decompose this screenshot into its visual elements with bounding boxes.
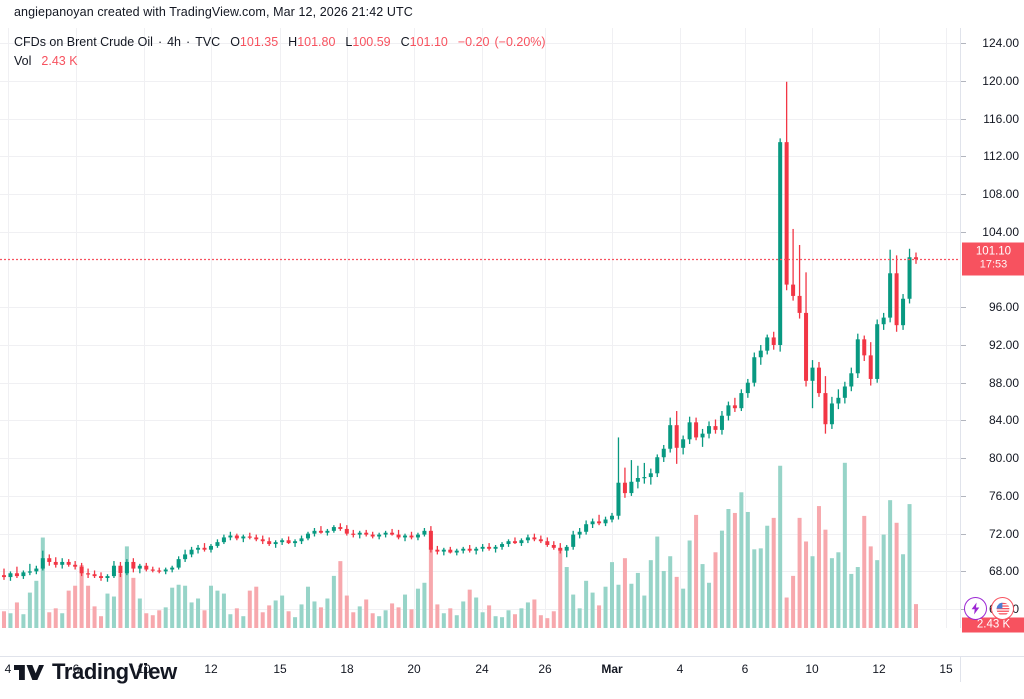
price-tick-mark (961, 609, 966, 610)
time-tick-label: 4 (676, 662, 684, 676)
price-tick-mark (961, 81, 966, 82)
price-tick-label: 72.00 (988, 526, 1019, 541)
time-tick-label: 26 (538, 662, 552, 676)
price-tick-mark (961, 496, 966, 497)
price-tick-label: 68.00 (988, 564, 1019, 579)
price-tick-mark (961, 420, 966, 421)
price-tick-mark (961, 156, 966, 157)
volume-badge[interactable]: 2.43 K (962, 617, 1024, 633)
time-tick-label: Mar (601, 662, 623, 676)
legend-low-value: 100.59 (352, 35, 391, 49)
time-tick-label: 20 (407, 662, 421, 676)
price-tick-label: 112.00 (983, 149, 1019, 164)
time-tick-label: 15 (939, 662, 953, 676)
legend-high-label: H (288, 35, 298, 49)
price-tick-label: 76.00 (988, 488, 1019, 503)
legend-volume-value: 2.43 K (41, 54, 78, 68)
time-tick-label: 12 (204, 662, 218, 676)
time-tick-label: 12 (872, 662, 886, 676)
price-tick-label: 84.00 (988, 413, 1019, 428)
legend-separator-1: · (157, 35, 163, 49)
chart-legend: CFDs on Brent Crude Oil · 4h · TVC O101.35 H10… (14, 34, 546, 70)
legend-close-value: 101.10 (409, 35, 448, 49)
price-tick-label: 104.00 (982, 224, 1019, 239)
price-tick-label: 124.00 (982, 36, 1019, 51)
corner-badges (964, 597, 1014, 620)
time-tick-label: 15 (273, 662, 287, 676)
time-tick-label: 10 (137, 662, 151, 676)
time-tick-label: 24 (475, 662, 489, 676)
price-tick-label: 80.00 (988, 451, 1019, 466)
legend-exchange: TVC (195, 35, 221, 49)
time-tick-label: 6 (741, 662, 749, 676)
current-price-value: 101.10 (975, 245, 1012, 258)
price-tick-mark (961, 43, 966, 44)
lightning-icon (971, 602, 980, 615)
time-tick-label: 10 (805, 662, 819, 676)
price-tick-mark (961, 458, 966, 459)
price-tick-mark (961, 232, 966, 233)
price-tick-mark (961, 119, 966, 120)
legend-low-label: L (345, 35, 353, 49)
price-tick-mark (961, 307, 966, 308)
footer-brand: TradingView (52, 659, 177, 684)
legend-volume-label: Vol (14, 54, 32, 68)
price-tick-label: 108.00 (982, 187, 1019, 202)
lightning-badge[interactable] (964, 597, 987, 620)
legend-close-label: C (400, 35, 410, 49)
price-tick-mark (961, 383, 966, 384)
price-tick-label: 116.00 (983, 111, 1019, 126)
price-tick-mark (961, 571, 966, 572)
time-tick-label: 4 (4, 662, 12, 676)
footer: TradingView (14, 659, 177, 685)
time-axis-corner (960, 656, 1024, 682)
tradingview-logo (14, 664, 44, 680)
attribution-text: angiepanoyan created with TradingView.co… (14, 5, 413, 19)
us-flag-badge[interactable] (991, 597, 1014, 620)
current-price-line (0, 258, 960, 261)
current-price-badge[interactable]: 101.10 17:53 (962, 242, 1024, 276)
price-tick-label: 92.00 (988, 337, 1019, 352)
price-axis[interactable]: 124.00 120.00 116.00 112.00 108.00 104.00 96.0… (960, 28, 1024, 633)
legend-change: −0.20 (457, 35, 490, 49)
price-tick-label: 120.00 (982, 73, 1019, 88)
legend-open-value: 101.35 (239, 35, 279, 49)
us-flag-icon (996, 602, 1009, 615)
legend-interval[interactable]: 4h (167, 35, 182, 49)
legend-change-percent: (−0.20%) (494, 35, 546, 49)
legend-symbol[interactable]: CFDs on Brent Crude Oil (14, 35, 153, 49)
legend-high-value: 101.80 (297, 35, 336, 49)
price-tick-label: 88.00 (988, 375, 1019, 390)
time-tick-label: 6 (72, 662, 80, 676)
candlestick-series (1, 81, 918, 628)
time-tick-label: 18 (340, 662, 354, 676)
price-tick-mark (961, 534, 966, 535)
price-tick-mark (961, 194, 966, 195)
current-price-time: 17:53 (979, 258, 1008, 271)
legend-open-label: O (230, 35, 240, 49)
time-axis[interactable]: 4 6 10 12 15 18 20 24 26 Mar 4 6 10 12 15 (0, 656, 960, 683)
chart-plot-area[interactable] (0, 28, 960, 628)
price-tick-label: 96.00 (988, 300, 1019, 315)
price-tick-mark (961, 345, 966, 346)
legend-separator-2: · (186, 35, 191, 49)
chart-frame: 124.00 120.00 116.00 112.00 108.00 104.00 96.0… (0, 28, 1024, 682)
